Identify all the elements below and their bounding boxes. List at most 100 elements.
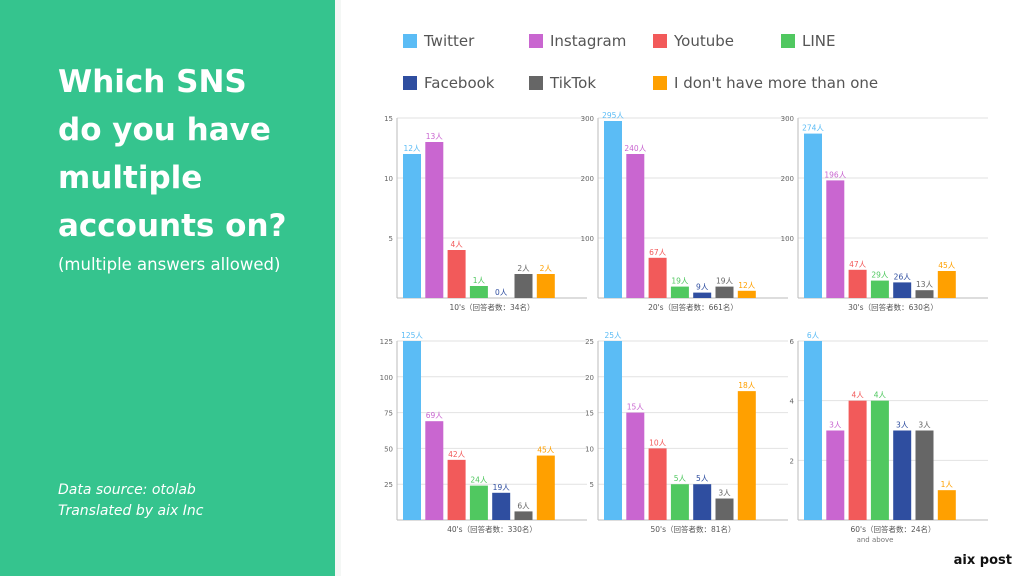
data-label: 25人 [604,331,622,340]
legend-label: Youtube [674,32,734,50]
legend-swatch [403,34,417,48]
data-label: 5人 [696,474,709,483]
bar [670,286,689,298]
data-label: 2人 [517,264,530,273]
data-label: 274人 [802,124,824,133]
data-label: 3人 [718,489,731,498]
data-label: 6人 [517,501,530,510]
legend-label: TikTok [550,74,597,92]
bar [737,391,756,520]
y-tick-label: 25 [585,338,594,346]
y-tick-label: 5 [389,235,393,243]
data-label: 47人 [849,260,867,269]
age-group-chart: 25 50 75 100 125 125人 69人 42人 24人 19人 6人 45人 40's（回答… [380,331,587,534]
bar [670,484,689,520]
page-subtitle: (multiple answers allowed) [58,255,281,274]
data-label: 240人 [624,144,646,153]
y-tick-label: 125 [380,338,393,346]
data-label: 13人 [426,132,444,141]
y-tick-label: 20 [585,374,594,382]
chart-area: Twitter Instagram Youtube LINE Facebook TikTo… [341,0,1024,576]
age-group-chart: 2 4 6 6人 3人 4人 4人 3人 3人 1人 60's（回答者数：24名） and above [790,331,988,544]
title-line: multiple [58,160,203,196]
bar [626,412,645,520]
bar [804,341,822,520]
data-label: 18人 [738,381,756,390]
bar [514,511,533,520]
y-tick-label: 300 [781,115,794,123]
bar [693,484,712,520]
x-axis-label: 10's（回答者数：34名） [449,302,534,312]
title-line: do you have [58,112,271,148]
page-title: Which SNS do you have multiple accounts … [58,58,328,250]
bar [870,280,889,298]
bar [469,286,488,298]
data-label: 5人 [674,474,687,483]
bar [626,154,645,298]
legend-item: Twitter [403,32,474,50]
legend-swatch [529,76,543,90]
data-label: 196人 [824,170,846,179]
data-label: 29人 [871,271,889,280]
bar [848,400,867,520]
data-label: 3人 [896,421,909,430]
data-label: 42人 [448,450,466,459]
title-line: accounts on? [58,208,287,244]
data-label: 19人 [716,277,734,286]
y-tick-label: 15 [384,115,393,123]
age-group-chart: 100 200 300 274人 196人 47人 29人 26人 13人 45人 30's（回答者… [781,115,988,312]
bar [403,341,421,520]
y-tick-label: 25 [384,481,393,489]
bar [492,492,511,520]
bar [604,121,622,298]
y-tick-label: 75 [384,410,393,418]
legend-item: LINE [781,32,835,50]
y-tick-label: 6 [790,338,795,346]
legend-swatch [653,76,667,90]
legend-label: Instagram [550,32,627,50]
age-group-chart: 5 10 15 20 25 25人 15人 10人 5人 5人 3人 18人 50's（回答者数：81名… [585,331,788,534]
age-group-chart: 5 10 15 12人 13人 4人 1人 0人 2人 2人 10's（回答者数：34名） [384,115,587,312]
y-tick-label: 50 [384,445,393,453]
y-tick-label: 5 [590,481,594,489]
data-label: 3人 [918,421,931,430]
bar [893,282,912,298]
bar [715,286,734,298]
translation-line: Translated by aix Inc [58,503,204,519]
data-label: 4人 [874,391,887,400]
data-label: 19人 [493,483,511,492]
data-label: 12人 [738,281,756,290]
y-tick-label: 2 [790,457,794,465]
data-label: 6人 [807,331,820,340]
bar [425,142,444,298]
bar [937,271,956,298]
bar [604,341,622,520]
legend-item: Facebook [403,74,494,92]
y-tick-label: 100 [581,235,594,243]
data-label: 2人 [540,264,553,273]
x-axis-label: 50's（回答者数：81名） [650,524,735,534]
data-label: 1人 [473,276,486,285]
bar [536,274,555,298]
data-label: 67人 [649,248,667,257]
bar [648,448,667,520]
bar [715,498,734,520]
data-label: 26人 [894,272,912,281]
bar [425,421,444,520]
data-label: 12人 [403,144,421,153]
bar [915,430,934,520]
legend-item: Instagram [529,32,626,50]
x-axis-label: 60's（回答者数：24名） [850,524,935,534]
age-group-chart: 100 200 300 295人 240人 67人 19人 9人 19人 12人 20's（回答者数… [581,111,788,312]
legend-label: I don't have more than one [674,74,879,92]
legend-swatch [781,34,795,48]
bar [403,154,421,298]
data-label: 45人 [938,261,956,270]
y-tick-label: 15 [585,410,594,418]
bar [693,292,712,298]
bar [648,257,667,298]
data-label: 13人 [916,280,934,289]
data-label: 9人 [696,283,709,292]
data-label: 15人 [627,403,645,412]
data-label: 69人 [426,411,444,420]
